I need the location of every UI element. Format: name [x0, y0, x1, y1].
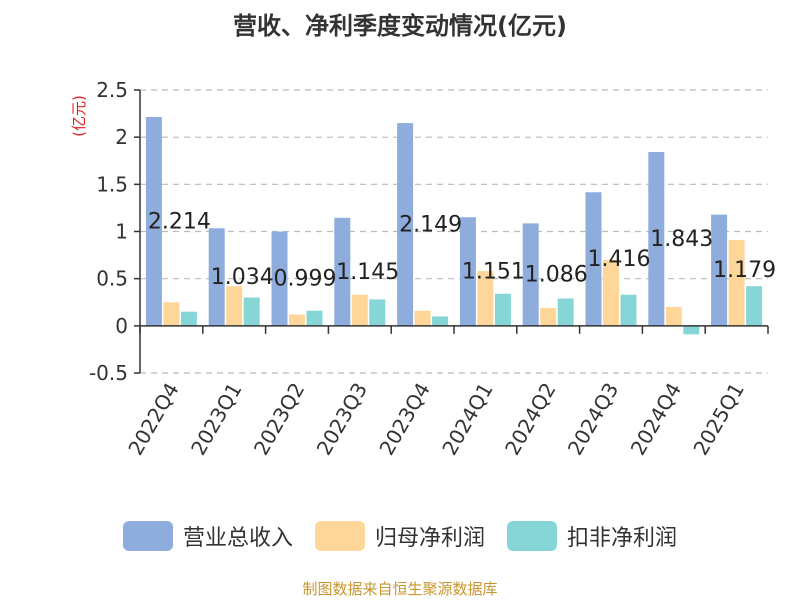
bar-deducted-profit [180, 311, 197, 326]
x-tick-label: 2024Q1 [437, 379, 497, 460]
bar-deducted-profit [494, 293, 511, 326]
data-label-revenue: 1.179 [713, 258, 776, 283]
y-axis-unit-label: (亿元) [70, 95, 88, 137]
legend-swatch-net-profit [314, 521, 365, 551]
bar-revenue [145, 116, 162, 326]
chart-title: 营收、净利季度变动情况(亿元) [233, 12, 567, 40]
bar-net-profit [289, 314, 305, 326]
y-tick-label: 1.5 [96, 172, 128, 196]
bar-revenue [711, 214, 728, 326]
legend: 营业总收入 归母净利润 扣非净利润 [0, 520, 800, 552]
axes: -0.5 0 0.5 1 1.5 2 2.5 2022Q4 2023Q1 2023Q2 2023Q3… [89, 78, 769, 460]
data-label-revenue: 1.151 [462, 260, 525, 285]
bar-net-profit [226, 286, 243, 326]
legend-swatch-revenue [122, 521, 173, 551]
bar-revenue [522, 223, 539, 326]
bars [145, 116, 763, 335]
x-tick-label: 2024Q3 [563, 379, 623, 460]
source-note: 制图数据来自恒生聚源数据库 [302, 580, 498, 598]
y-tick-label: 0.5 [96, 267, 128, 291]
legend-label-net-profit: 归母净利润 [374, 526, 485, 551]
x-tick-label: 2024Q2 [500, 379, 560, 460]
bar-deducted-profit [746, 286, 763, 326]
data-label-revenue: 1.086 [525, 263, 588, 288]
data-label-revenue: 2.214 [148, 209, 211, 234]
data-label-revenue: 1.034 [211, 265, 274, 290]
data-label-revenue: 0.999 [274, 267, 337, 292]
legend-label-deducted-profit: 扣非净利润 [567, 526, 678, 551]
bar-revenue [208, 228, 225, 326]
x-tick-label: 2023Q3 [312, 379, 372, 460]
bar-revenue [585, 192, 602, 326]
bar-deducted-profit [683, 325, 700, 335]
bar-deducted-profit [557, 298, 574, 326]
legend-item-deducted-profit[interactable]: 扣非净利润 [507, 520, 677, 552]
x-tick-label: 2024Q4 [626, 379, 686, 460]
legend-label-revenue: 营业总收入 [182, 526, 293, 551]
x-tick-label: 2022Q4 [123, 379, 183, 460]
bar-revenue [397, 123, 414, 326]
legend-swatch-deducted-profit [507, 521, 557, 551]
bar-deducted-profit [620, 294, 637, 326]
bar-net-profit [665, 306, 682, 326]
data-label-revenue: 2.149 [399, 212, 462, 237]
y-tick-label: 0 [115, 314, 128, 338]
x-tick-label: 2025Q1 [688, 379, 748, 460]
bar-net-profit [477, 271, 494, 326]
bar-revenue [271, 231, 288, 326]
y-tick-label: 2 [115, 125, 128, 149]
grid-lines [140, 89, 768, 374]
data-label-revenue: 1.843 [650, 227, 713, 252]
bar-deducted-profit [432, 316, 449, 326]
bar-net-profit [351, 294, 368, 326]
bar-revenue [459, 217, 476, 326]
bar-revenue [648, 151, 665, 326]
legend-item-net-profit[interactable]: 归母净利润 [314, 520, 485, 552]
x-tick-label: 2023Q2 [249, 379, 309, 460]
bar-deducted-profit [306, 310, 323, 326]
bar-net-profit [163, 302, 180, 326]
legend-item-revenue[interactable]: 营业总收入 [122, 520, 293, 552]
bar-deducted-profit [243, 297, 260, 326]
data-label-revenue: 1.145 [336, 260, 399, 285]
y-tick-label: -0.5 [89, 361, 128, 385]
bar-net-profit [540, 307, 557, 326]
x-tick-label: 2023Q4 [374, 379, 434, 460]
y-tick-label: 2.5 [96, 78, 128, 102]
bar-net-profit [414, 310, 431, 326]
bar-revenue [334, 217, 351, 326]
bar-net-profit [603, 259, 619, 326]
y-tick-label: 1 [115, 220, 128, 244]
bar-net-profit [728, 239, 745, 326]
data-label-revenue: 1.416 [588, 247, 651, 272]
bar-deducted-profit [369, 299, 386, 326]
x-tick-label: 2023Q1 [186, 379, 246, 460]
